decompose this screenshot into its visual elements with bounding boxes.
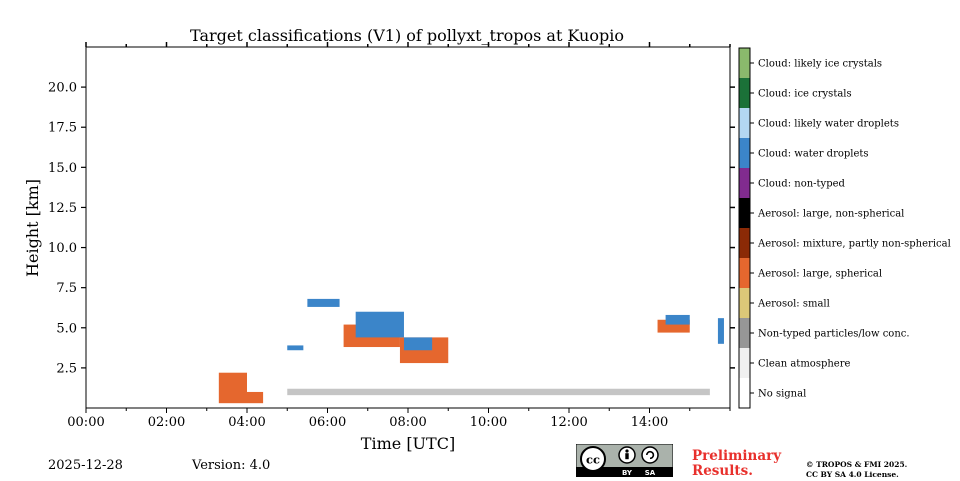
- y-axis-label: Height [km]: [23, 179, 42, 277]
- x-tick-label: 04:00: [228, 415, 265, 430]
- colorbar-label: Cloud: likely ice crystals: [758, 59, 882, 70]
- cc-by-sa-icon: cc BY SA: [575, 443, 674, 478]
- colorbar-label: Clean atmosphere: [758, 359, 851, 370]
- y-tick-label: 12.5: [48, 201, 77, 216]
- y-tick-label: 20.0: [48, 81, 77, 96]
- feature-water-cloud-10: [717, 318, 724, 344]
- copyright-line-1: © TROPOS & FMI 2025.: [806, 460, 908, 469]
- x-tick-label: 08:00: [389, 415, 426, 430]
- x-tick-label: 06:00: [309, 415, 346, 430]
- colorbar-swatch: [739, 108, 750, 138]
- feature-water-cloud-5: [355, 311, 404, 338]
- colorbar-swatch: [739, 228, 750, 258]
- x-tick-label: 14:00: [631, 415, 668, 430]
- x-tick-label: 02:00: [148, 415, 185, 430]
- version-label: Version: 4.0: [192, 458, 271, 473]
- x-axis: 00:00 02:00 04:00 06:00 08:00 10:00 12:00 14:00: [67, 42, 731, 430]
- feature-water-cloud-6: [403, 337, 433, 351]
- chart-title: Target classifications (V1) of pollyxt_t…: [190, 26, 624, 45]
- preliminary-line-1: Preliminary: [692, 448, 782, 464]
- svg-text:cc: cc: [586, 453, 600, 467]
- colorbar-label: Aerosol: mixture, partly non-spherical: [757, 239, 951, 250]
- colorbar-swatch: [739, 138, 750, 168]
- feature-boundary-layer-aerosol-0: [218, 372, 247, 404]
- cc-by-text: BY: [622, 469, 633, 477]
- colorbar-label: Aerosol: large, non-spherical: [757, 209, 904, 220]
- y-tick-label: 5.0: [56, 321, 77, 336]
- preliminary-line-2: Results.: [692, 463, 753, 479]
- copyright-notice: © TROPOS & FMI 2025. CC BY SA 4.0 Licens…: [806, 460, 907, 480]
- colorbar-label: Cloud: water droplets: [758, 149, 869, 160]
- x-axis-label: Time [UTC]: [361, 434, 455, 453]
- colorbar-label: Non-typed particles/low conc.: [758, 329, 910, 340]
- y-tick-label: 7.5: [56, 281, 77, 296]
- copyright-line-2: CC BY SA 4.0 License.: [806, 470, 899, 479]
- date-label: 2025-12-28: [48, 458, 123, 473]
- colorbar-swatch: [739, 78, 750, 108]
- feature-water-cloud-7: [665, 314, 690, 325]
- y-tick-label: 2.5: [56, 361, 77, 376]
- colorbar-swatch: [739, 198, 750, 228]
- colorbar: No signal Clean atmosphere Non-typed parti…: [738, 47, 951, 409]
- x-tick-label: 00:00: [67, 415, 104, 430]
- feature-boundary-layer-aerosol-1: [247, 391, 264, 404]
- colorbar-swatch: [739, 318, 750, 348]
- y-tick-label: 17.5: [48, 121, 77, 136]
- x-tick-label: 12:00: [550, 415, 587, 430]
- classification-marks: [218, 298, 724, 404]
- preliminary-results-label: Preliminary Results.: [692, 449, 781, 479]
- y-tick-label: 10.0: [48, 241, 77, 256]
- colorbar-label: Aerosol: large, spherical: [757, 269, 882, 280]
- colorbar-swatch: [739, 168, 750, 198]
- y-tick-label: 15.0: [48, 161, 77, 176]
- colorbar-swatch: [739, 48, 750, 78]
- colorbar-label: Aerosol: small: [757, 299, 830, 310]
- colorbar-swatch: [739, 348, 750, 378]
- colorbar-label: No signal: [758, 389, 806, 400]
- colorbar-frame: [738, 47, 751, 409]
- colorbar-label: Cloud: non-typed: [758, 179, 846, 190]
- colorbar-label: Cloud: ice crystals: [758, 89, 852, 100]
- colorbar-swatch: [739, 378, 750, 408]
- feature-water-cloud-9: [287, 345, 304, 351]
- feature-low-particles-11: [287, 388, 710, 396]
- x-tick-label: 10:00: [470, 415, 507, 430]
- feature-water-cloud-8: [307, 298, 340, 307]
- cc-sa-text: SA: [645, 469, 656, 477]
- colorbar-swatch: [739, 258, 750, 288]
- y-axis: 2.5 5.0 7.5 10.0 12.5 15.0 17.5 20.0: [48, 81, 735, 376]
- colorbar-label: Cloud: likely water droplets: [758, 119, 899, 130]
- colorbar-swatch: [739, 288, 750, 318]
